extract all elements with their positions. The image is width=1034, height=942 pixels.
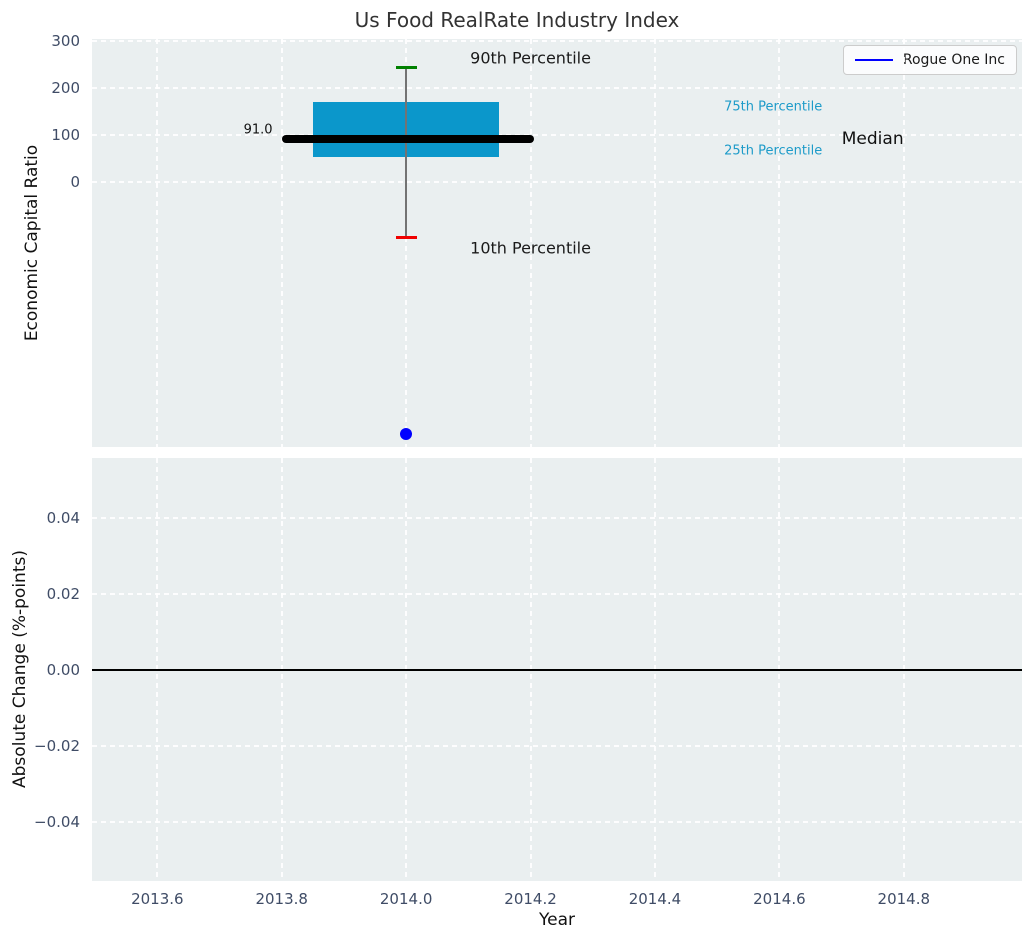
- gridline-vertical: [156, 39, 159, 447]
- x-tick-label: 2014.2: [504, 890, 557, 908]
- gridline-vertical: [405, 39, 408, 447]
- whisker-cap-10th-percentile: [395, 236, 417, 240]
- x-tick-label: 2014.0: [379, 890, 433, 908]
- legend-label: Rogue One Inc: [902, 52, 1005, 68]
- gridline-horizontal: [92, 40, 1022, 43]
- annotation-median: Median: [841, 129, 904, 150]
- gridline-horizontal: [92, 181, 1022, 184]
- gridline-vertical: [778, 39, 781, 447]
- gridline-horizontal: [92, 593, 1022, 596]
- y-tick-label: 0: [70, 173, 80, 192]
- annotation-25th-percentile: 25th Percentile: [724, 143, 823, 159]
- bottom-axes-absolute-change: [92, 458, 1022, 881]
- annotation-10th-percentile: 10th Percentile: [470, 238, 591, 258]
- gridline-horizontal: [92, 821, 1022, 824]
- top-axes-economic-capital-ratio: Rogue One Inc 90th Percentile 10th Percen…: [92, 39, 1022, 447]
- x-tick-label: 2013.6: [131, 890, 184, 908]
- annotation-75th-percentile: 75th Percentile: [724, 99, 823, 115]
- gridline-vertical: [280, 39, 283, 447]
- company-point-dot: [400, 427, 413, 440]
- zero-line: [92, 669, 1022, 672]
- x-tick-label: 2014.8: [877, 890, 931, 908]
- whisker-cap-90th-percentile: [395, 65, 417, 69]
- y-tick-label: 300: [51, 32, 80, 51]
- median-line: [281, 135, 534, 144]
- y-tick-label: 0.00: [46, 661, 80, 680]
- gridline-vertical: [529, 39, 532, 447]
- x-tick-label: 2014.4: [628, 890, 682, 908]
- legend-line-sample: [854, 59, 893, 61]
- gridline-horizontal: [92, 745, 1022, 748]
- gridline-horizontal: [92, 87, 1022, 90]
- chart-title: Us Food RealRate Industry Index: [354, 8, 680, 32]
- gridline-vertical: [902, 39, 905, 447]
- whisker-line: [405, 67, 407, 238]
- gridline-horizontal: [92, 517, 1022, 520]
- gridline-horizontal: [92, 134, 1022, 137]
- legend: Rogue One Inc: [842, 45, 1017, 75]
- annotation-90th-percentile: 90th Percentile: [470, 48, 591, 68]
- x-axis-label: Year: [539, 910, 575, 930]
- y-tick-label: 200: [51, 79, 80, 98]
- annotation-91-0: 91.0: [243, 122, 273, 138]
- y-tick-label: −0.04: [34, 813, 80, 832]
- x-tick-label: 2014.6: [753, 890, 806, 908]
- y-tick-label: −0.02: [34, 737, 80, 756]
- x-tick-label: 2013.8: [255, 890, 308, 908]
- y-tick-label: 100: [51, 126, 80, 145]
- y-tick-label: 0.02: [46, 585, 80, 604]
- y-tick-label: 0.04: [46, 509, 80, 528]
- gridline-vertical: [653, 39, 656, 447]
